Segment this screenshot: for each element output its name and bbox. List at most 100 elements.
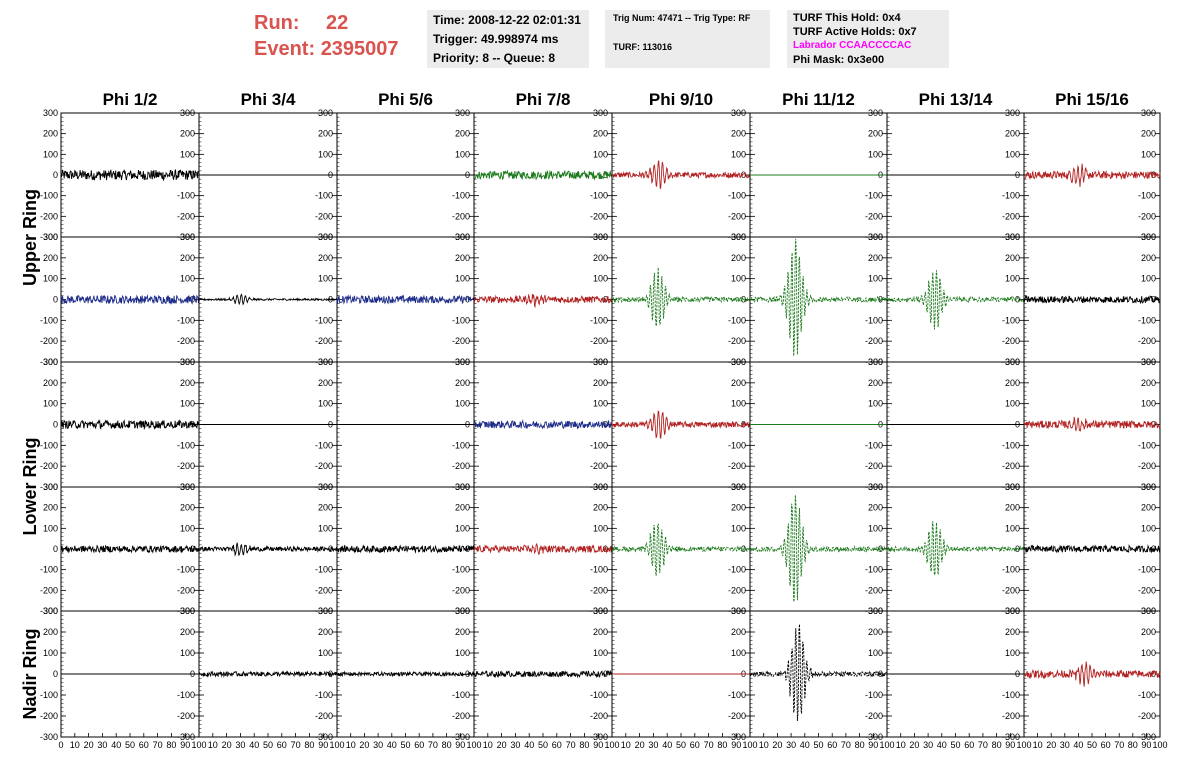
y-tick-label: 200 (318, 378, 333, 388)
x-tick-label: 70 (1114, 740, 1124, 750)
x-tick-label: 40 (524, 740, 534, 750)
trig-num-text: Trig Num: 47471 -- Trig Type: RF (613, 13, 751, 23)
phi-mask-text: Phi Mask: 0x3e00 (793, 54, 885, 66)
y-tick-label: -200 (315, 461, 333, 471)
y-tick-label: -300 (40, 732, 58, 742)
ring-label: Nadir Ring (20, 628, 40, 719)
y-tick-label: -100 (728, 191, 746, 201)
ring-label: Lower Ring (20, 438, 40, 536)
y-tick-label: -100 (1138, 315, 1156, 325)
y-tick-label: 300 (1141, 108, 1156, 118)
y-tick-label: -100 (177, 191, 195, 201)
y-tick-label: 200 (1141, 253, 1156, 263)
y-tick-label: 0 (741, 170, 746, 180)
y-tick-label: -200 (865, 585, 883, 595)
y-tick-label: -100 (40, 315, 58, 325)
y-tick-label: -200 (40, 585, 58, 595)
y-tick-label: 200 (1005, 253, 1020, 263)
y-tick-label: 200 (731, 627, 746, 637)
x-tick-label: 40 (387, 740, 397, 750)
y-tick-label: 300 (43, 232, 58, 242)
y-tick-label: 100 (1005, 648, 1020, 658)
y-tick-label: -200 (315, 336, 333, 346)
y-tick-label: -100 (452, 565, 470, 575)
y-tick-label: 300 (43, 482, 58, 492)
y-tick-label: -100 (452, 191, 470, 201)
y-tick-label: 100 (593, 523, 608, 533)
y-tick-label: 100 (43, 149, 58, 159)
y-tick-label: 200 (43, 378, 58, 388)
y-tick-label: 200 (318, 129, 333, 139)
y-tick-label: 300 (593, 232, 608, 242)
y-tick-label: -200 (590, 336, 608, 346)
x-tick-label: 10 (483, 740, 493, 750)
x-tick-label: 20 (635, 740, 645, 750)
y-tick-label: -200 (177, 585, 195, 595)
y-tick-label: -100 (728, 315, 746, 325)
y-tick-label: 300 (318, 606, 333, 616)
y-tick-label: 0 (878, 544, 883, 554)
y-tick-label: -100 (1002, 690, 1020, 700)
column-header: Phi 15/16 (1055, 90, 1129, 109)
y-tick-label: 100 (1141, 149, 1156, 159)
waveform (1023, 544, 1161, 554)
x-tick-label: 20 (772, 740, 782, 750)
waveform (60, 544, 200, 554)
y-tick-label: 100 (1141, 523, 1156, 533)
x-tick-label: 70 (428, 740, 438, 750)
y-tick-label: -200 (315, 711, 333, 721)
y-tick-label: 200 (731, 253, 746, 263)
panel: 3002001000-100-200-3003002001000-100-200… (40, 606, 200, 742)
waveform (336, 544, 475, 554)
y-tick-label: 200 (868, 129, 883, 139)
y-tick-label: -200 (1002, 585, 1020, 595)
y-tick-label: -200 (728, 461, 746, 471)
y-tick-label: 200 (180, 253, 195, 263)
y-tick-label: 200 (1141, 129, 1156, 139)
y-tick-label: 100 (455, 399, 470, 409)
y-tick-label: -200 (452, 585, 470, 595)
event-label: Event: (254, 38, 316, 60)
x-tick-label: 100 (329, 740, 344, 750)
y-tick-label: 300 (180, 232, 195, 242)
y-tick-label: -100 (1002, 440, 1020, 450)
y-tick-label: 100 (593, 274, 608, 284)
y-tick-label: -200 (728, 336, 746, 346)
y-tick-label: 100 (180, 149, 195, 159)
ring-label: Upper Ring (20, 189, 40, 286)
x-tick-label: 70 (704, 740, 714, 750)
turf-this-hold-text: TURF This Hold: 0x4 (793, 12, 901, 24)
y-tick-label: -200 (177, 211, 195, 221)
y-tick-label: 200 (455, 503, 470, 513)
y-tick-label: 0 (603, 170, 608, 180)
y-tick-label: 100 (1005, 274, 1020, 284)
x-tick-label: 20 (222, 740, 232, 750)
y-tick-label: 200 (1005, 378, 1020, 388)
x-tick-label: 90 (318, 740, 328, 750)
y-tick-label: -300 (590, 732, 608, 742)
y-tick-label: -200 (177, 461, 195, 471)
y-tick-label: 300 (455, 606, 470, 616)
y-tick-label: 300 (180, 108, 195, 118)
y-tick-label: 100 (1141, 399, 1156, 409)
y-tick-label: -200 (177, 336, 195, 346)
x-tick-label: 60 (964, 740, 974, 750)
y-tick-label: -100 (177, 565, 195, 575)
column-header: Phi 3/4 (241, 90, 296, 109)
y-tick-label: 300 (593, 108, 608, 118)
y-tick-label: -300 (1002, 732, 1020, 742)
y-tick-label: 300 (1141, 232, 1156, 242)
y-tick-label: 200 (593, 129, 608, 139)
x-tick-label: 0 (58, 740, 63, 750)
trigger-info-box: Trig Num: 47471 -- Trig Type: RF TURF: 1… (605, 10, 770, 68)
y-tick-label: -200 (315, 585, 333, 595)
